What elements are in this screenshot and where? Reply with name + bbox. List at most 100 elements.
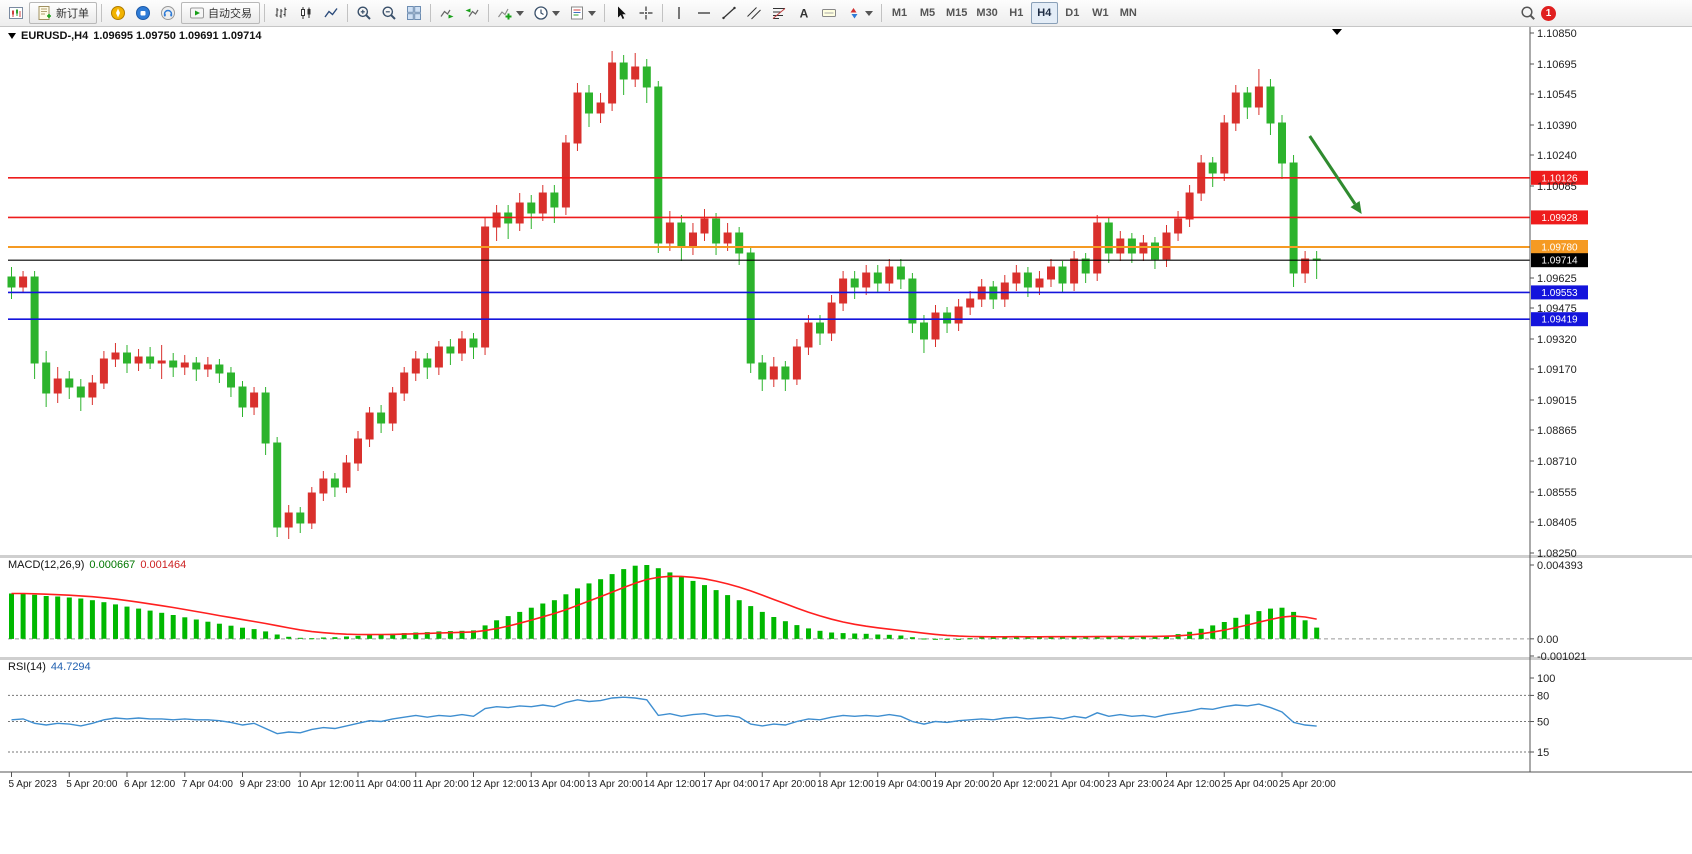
price-tag-label: 1.09553 bbox=[1541, 288, 1578, 299]
compass-icon bbox=[111, 6, 125, 20]
candlestick-chart-button[interactable] bbox=[294, 2, 318, 24]
hlines-layer: 1.10126 1.09928 1.09780 1.09714 1.09553 1.094… bbox=[8, 170, 1588, 327]
channel-button[interactable] bbox=[742, 2, 766, 24]
candle-body bbox=[735, 232, 744, 254]
market-button[interactable] bbox=[131, 2, 155, 24]
axis-label: 0.004393 bbox=[1537, 560, 1583, 572]
new-order-button[interactable]: 新订单 bbox=[29, 2, 97, 24]
chart-shift-icon bbox=[465, 8, 479, 17]
axis-label: 100 bbox=[1537, 673, 1555, 685]
timeframe-mn-button[interactable]: MN bbox=[1115, 2, 1142, 24]
trendline-button[interactable] bbox=[717, 2, 741, 24]
arrows-button[interactable] bbox=[842, 2, 877, 24]
candle-body bbox=[654, 86, 663, 244]
community-button[interactable] bbox=[106, 2, 130, 24]
autotrading-label: 自动交易 bbox=[208, 8, 252, 20]
axis-label: 1.09170 bbox=[1537, 364, 1577, 376]
timeframe-m1-button[interactable]: M1 bbox=[886, 2, 913, 24]
macd-bar bbox=[482, 625, 488, 639]
candle-body bbox=[1081, 258, 1090, 274]
chart-shift-button[interactable] bbox=[460, 2, 484, 24]
macd-bar bbox=[205, 621, 211, 639]
price-tag-label: 1.09419 bbox=[1541, 315, 1578, 326]
timeframe-d1-button[interactable]: D1 bbox=[1059, 2, 1086, 24]
crosshair-button[interactable] bbox=[634, 2, 658, 24]
zoom-out-button[interactable] bbox=[377, 2, 401, 24]
autotrading-button[interactable]: 自动交易 bbox=[181, 2, 260, 24]
templates-button[interactable] bbox=[565, 2, 600, 24]
timeframe-h1-button[interactable]: H1 bbox=[1003, 2, 1030, 24]
notification-badge[interactable]: 1 bbox=[1541, 5, 1556, 21]
toolbar-separator bbox=[662, 4, 663, 22]
candle-body bbox=[123, 352, 131, 364]
bar-chart-button[interactable] bbox=[269, 2, 293, 24]
macd-bar bbox=[1279, 607, 1285, 639]
timeframe-m15-button[interactable]: M15 bbox=[942, 2, 971, 24]
macd-bar bbox=[1244, 614, 1250, 639]
macd-bar bbox=[1106, 636, 1112, 639]
trendline-icon bbox=[722, 6, 736, 20]
time-axis: 5 Apr 2023 5 Apr 20:00 6 Apr 12:00 7 Apr 04… bbox=[0, 771, 1692, 790]
crosshair-icon bbox=[639, 6, 653, 20]
timeframe-w1-button[interactable]: W1 bbox=[1087, 2, 1114, 24]
arrow-head[interactable] bbox=[1350, 200, 1362, 214]
candle-body bbox=[146, 356, 155, 364]
indicators-button[interactable] bbox=[493, 2, 528, 24]
chart-marker-triangle[interactable] bbox=[1332, 29, 1342, 35]
label-button[interactable] bbox=[817, 2, 841, 24]
candle-body bbox=[792, 346, 801, 380]
macd-bar bbox=[1025, 636, 1031, 639]
macd-bar bbox=[990, 637, 996, 639]
text-button[interactable]: A bbox=[792, 2, 816, 24]
auto-scroll-button[interactable] bbox=[435, 2, 459, 24]
pane-splitter[interactable] bbox=[0, 555, 1692, 558]
chart-symbol-label: EURUSD-,H4 1.09695 1.09750 1.09691 1.097… bbox=[8, 30, 261, 42]
text-tool-icon: A bbox=[800, 7, 809, 21]
timeframe-m5-button[interactable]: M5 bbox=[914, 2, 941, 24]
candle-body bbox=[1208, 162, 1217, 174]
vertical-line-button[interactable] bbox=[667, 2, 691, 24]
candle-body bbox=[700, 218, 709, 234]
zoom-in-button[interactable] bbox=[352, 2, 376, 24]
support-button[interactable] bbox=[156, 2, 180, 24]
chart-canvas[interactable]: 1.10126 1.09928 1.09780 1.09714 1.09553 1.094… bbox=[0, 27, 1692, 854]
macd-bar bbox=[690, 580, 696, 639]
search-button[interactable] bbox=[1516, 2, 1540, 24]
macd-bar bbox=[494, 620, 500, 639]
svg-text:A: A bbox=[800, 7, 809, 21]
macd-bar bbox=[621, 569, 627, 639]
macd-signal-value: 0.001464 bbox=[140, 559, 187, 571]
new-chart-button[interactable] bbox=[4, 2, 28, 24]
tile-windows-button[interactable] bbox=[402, 2, 426, 24]
horizontal-line-button[interactable] bbox=[692, 2, 716, 24]
cursor-button[interactable] bbox=[609, 2, 633, 24]
time-label: 6 Apr 12:00 bbox=[124, 779, 176, 790]
macd-bar bbox=[390, 633, 396, 639]
candle-body bbox=[816, 322, 824, 334]
fibonacci-button[interactable] bbox=[767, 2, 791, 24]
macd-bar bbox=[240, 627, 245, 639]
arrow-shaft[interactable] bbox=[1308, 135, 1357, 205]
axis-label: 1.10545 bbox=[1537, 89, 1577, 101]
candle-body bbox=[388, 392, 397, 424]
pane-splitter[interactable] bbox=[0, 657, 1692, 660]
timeframe-m30-button[interactable]: M30 bbox=[972, 2, 1001, 24]
trend-arrow-object[interactable] bbox=[1308, 135, 1362, 214]
candlestick-chart-icon bbox=[301, 7, 311, 19]
axis-label: 1.09015 bbox=[1537, 395, 1577, 407]
dropdown-caret-icon bbox=[865, 10, 873, 16]
timeframe-h4-button[interactable]: H4 bbox=[1030, 2, 1058, 24]
zoom-out-icon bbox=[382, 6, 396, 20]
time-label: 10 Apr 12:00 bbox=[297, 779, 354, 790]
macd-bar bbox=[944, 638, 950, 640]
toolbar-separator bbox=[430, 4, 431, 22]
line-chart-button[interactable] bbox=[319, 2, 343, 24]
macd-bar bbox=[540, 603, 546, 639]
template-icon bbox=[571, 6, 583, 20]
macd-bar bbox=[967, 638, 973, 640]
time-label: 20 Apr 12:00 bbox=[990, 779, 1047, 790]
macd-bar bbox=[921, 638, 927, 640]
symbol-dropdown-icon[interactable] bbox=[8, 33, 16, 39]
periods-button[interactable] bbox=[529, 2, 564, 24]
macd-bar bbox=[725, 595, 731, 639]
